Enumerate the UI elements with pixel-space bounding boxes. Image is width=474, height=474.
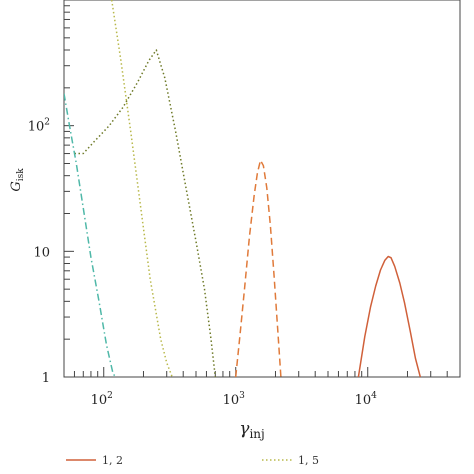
x-tick-label-2: 103 bbox=[223, 391, 246, 408]
x-tick-label-3: 104 bbox=[355, 391, 378, 408]
y-axis-label: Gisk bbox=[9, 168, 26, 192]
y-tick-label-3: 102 bbox=[28, 118, 50, 135]
series-line-2 bbox=[234, 159, 282, 377]
y-tick-labels: 1 10 102 bbox=[28, 118, 50, 386]
y-axis-label-sub: isk bbox=[16, 168, 26, 181]
series-line-3 bbox=[110, 0, 173, 377]
x-tick-label-1: 102 bbox=[91, 391, 113, 408]
legend-label-1: 1, 2 bbox=[102, 454, 123, 467]
x-minor-ticks bbox=[63, 367, 461, 377]
series-line-5 bbox=[64, 93, 117, 377]
series-line-1 bbox=[357, 255, 422, 377]
legend: 1, 2 1, 5 bbox=[66, 454, 319, 467]
x-axis-label-sub: inj bbox=[249, 427, 264, 441]
y-axis-label-main: G bbox=[9, 181, 24, 191]
plot-frame bbox=[63, 0, 461, 378]
y-tick-label-2: 10 bbox=[33, 245, 50, 260]
y-tick-label-1: 1 bbox=[42, 371, 50, 386]
legend-label-2: 1, 5 bbox=[298, 454, 319, 467]
series-line-4 bbox=[74, 49, 217, 377]
y-minor-ticks bbox=[64, 5, 74, 378]
series-group bbox=[64, 0, 422, 377]
x-axis-label: γinj bbox=[239, 419, 264, 441]
x-axis-label-main: γ bbox=[239, 419, 250, 439]
x-tick-labels: 102 103 104 bbox=[91, 391, 378, 408]
